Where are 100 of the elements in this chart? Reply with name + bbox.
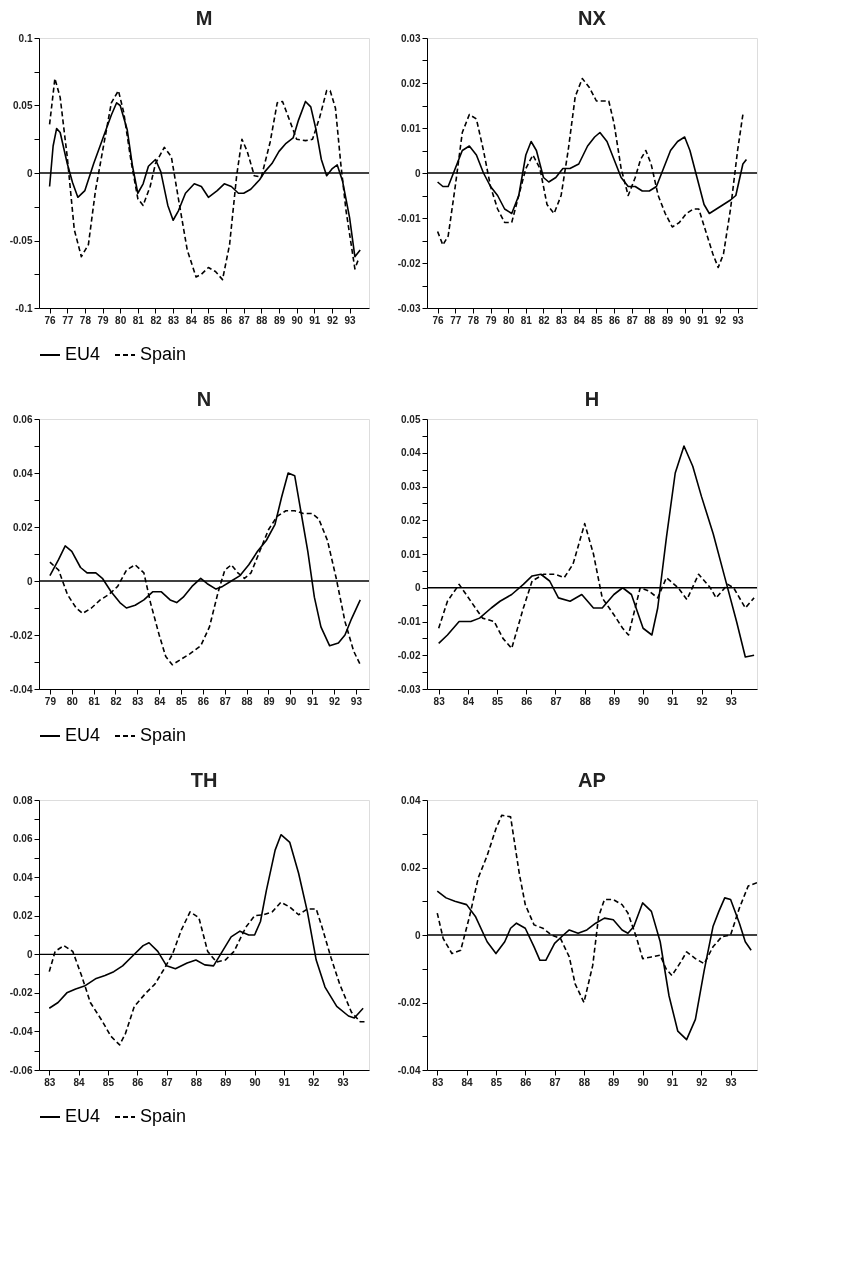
legend-label: Spain (140, 344, 187, 364)
x-tick-label: 92 (696, 695, 709, 707)
x-tick-label: 89 (273, 314, 286, 326)
x-tick-label: 93 (732, 314, 745, 326)
y-tick-label: -0.01 (397, 616, 421, 627)
chart-title: TH (190, 769, 218, 791)
x-tick-label: 91 (309, 314, 321, 326)
x-tick-label: 87 (161, 1076, 174, 1088)
x-tick-label: 81 (132, 314, 145, 326)
x-tick-label: 76 (44, 314, 57, 326)
x-tick-label: 87 (550, 695, 562, 707)
x-tick-label: 82 (150, 314, 162, 326)
x-tick-label: 91 (278, 1076, 291, 1088)
x-tick-label: 90 (637, 1076, 650, 1088)
x-tick-label: 86 (197, 695, 210, 707)
x-tick-label: 88 (644, 314, 656, 326)
y-tick-label: -0.04 (9, 683, 33, 695)
x-tick-label: 86 (132, 1076, 144, 1088)
x-tick-label: 91 (667, 695, 679, 707)
x-tick-label: 85 (175, 695, 188, 707)
y-tick-label: 0.02 (13, 521, 33, 533)
x-tick-label: 90 (285, 695, 297, 707)
x-tick-label: 85 (591, 314, 603, 326)
x-tick-label: 80 (115, 314, 127, 326)
x-tick-label: 77 (450, 314, 462, 326)
y-tick-label: 0 (414, 167, 421, 179)
y-tick-label: -0.03 (397, 302, 421, 314)
x-tick-label: 82 (110, 695, 122, 707)
x-tick-label: 89 (608, 1076, 620, 1088)
y-tick-label: -0.03 (397, 683, 421, 695)
x-tick-label: 80 (503, 314, 515, 326)
legend-label: EU4 (65, 344, 101, 364)
chart-title: N (196, 388, 212, 410)
y-tick-label: 0.1 (18, 32, 33, 44)
x-tick-label: 77 (62, 314, 74, 326)
y-tick-label: -0.02 (9, 629, 33, 641)
chart-title: H (584, 388, 600, 410)
x-tick-label: 91 (666, 1076, 679, 1088)
x-tick-label: 83 (433, 695, 446, 707)
y-tick-label: -0.02 (9, 987, 33, 999)
y-tick-label: 0.02 (401, 514, 421, 526)
x-tick-label: 92 (714, 314, 727, 326)
legend-label: EU4 (65, 725, 101, 745)
x-tick-label: 79 (44, 695, 57, 707)
x-tick-label: 88 (190, 1076, 203, 1088)
y-tick-label: 0.02 (401, 862, 421, 873)
x-tick-label: 90 (291, 314, 304, 326)
x-tick-label: 85 (203, 314, 215, 326)
x-tick-label: 83 (168, 314, 180, 326)
y-tick-label: 0.04 (401, 794, 421, 806)
x-tick-label: 89 (608, 695, 621, 707)
y-tick-label: 0 (414, 582, 421, 594)
y-tick-label: 0.08 (13, 794, 33, 806)
x-tick-label: 78 (467, 314, 480, 326)
chart-title: AP (578, 769, 606, 791)
y-tick-label: -0.1 (15, 302, 33, 314)
x-tick-label: 93 (725, 1076, 738, 1088)
x-tick-label: 88 (579, 695, 592, 707)
x-tick-label: 85 (490, 1076, 503, 1088)
y-tick-label: 0.06 (13, 833, 33, 845)
x-tick-label: 93 (344, 314, 357, 326)
x-tick-label: 88 (241, 695, 254, 707)
y-tick-label: 0.03 (401, 481, 421, 492)
y-tick-label: 0.01 (401, 548, 421, 560)
y-tick-label: 0.03 (401, 32, 421, 44)
x-tick-label: 84 (573, 314, 586, 326)
x-tick-label: 87 (549, 1076, 562, 1088)
x-tick-label: 85 (492, 695, 504, 707)
x-tick-label: 90 (638, 695, 650, 707)
x-tick-label: 76 (432, 314, 445, 326)
x-tick-label: 90 (249, 1076, 262, 1088)
y-tick-label: -0.02 (397, 649, 421, 661)
legend-label: Spain (140, 725, 187, 745)
x-tick-label: 84 (185, 314, 198, 326)
x-tick-label: 84 (73, 1076, 86, 1088)
x-tick-label: 81 (88, 695, 101, 707)
x-tick-label: 84 (154, 695, 166, 707)
x-tick-label: 82 (538, 314, 550, 326)
x-tick-label: 86 (521, 695, 533, 707)
y-tick-label: 0.01 (401, 122, 421, 134)
x-tick-label: 88 (256, 314, 268, 326)
y-tick-label: -0.05 (9, 235, 33, 246)
y-tick-label: 0.02 (13, 910, 33, 922)
x-tick-label: 84 (461, 1076, 474, 1088)
x-tick-label: 88 (578, 1076, 591, 1088)
y-tick-label: 0.04 (13, 871, 33, 883)
x-tick-label: 87 (238, 314, 251, 326)
x-tick-label: 93 (350, 695, 363, 707)
x-tick-label: 83 (44, 1076, 56, 1088)
x-tick-label: 89 (661, 314, 674, 326)
x-tick-label: 81 (520, 314, 533, 326)
chart-title: NX (578, 7, 607, 29)
x-tick-label: 91 (697, 314, 709, 326)
y-tick-label: -0.06 (9, 1064, 33, 1076)
y-tick-label: -0.04 (9, 1025, 33, 1037)
y-tick-label: 0.06 (13, 413, 33, 425)
x-tick-label: 83 (132, 695, 144, 707)
x-tick-label: 89 (263, 695, 275, 707)
x-tick-label: 93 (725, 695, 738, 707)
y-tick-label: 0.05 (401, 413, 421, 425)
